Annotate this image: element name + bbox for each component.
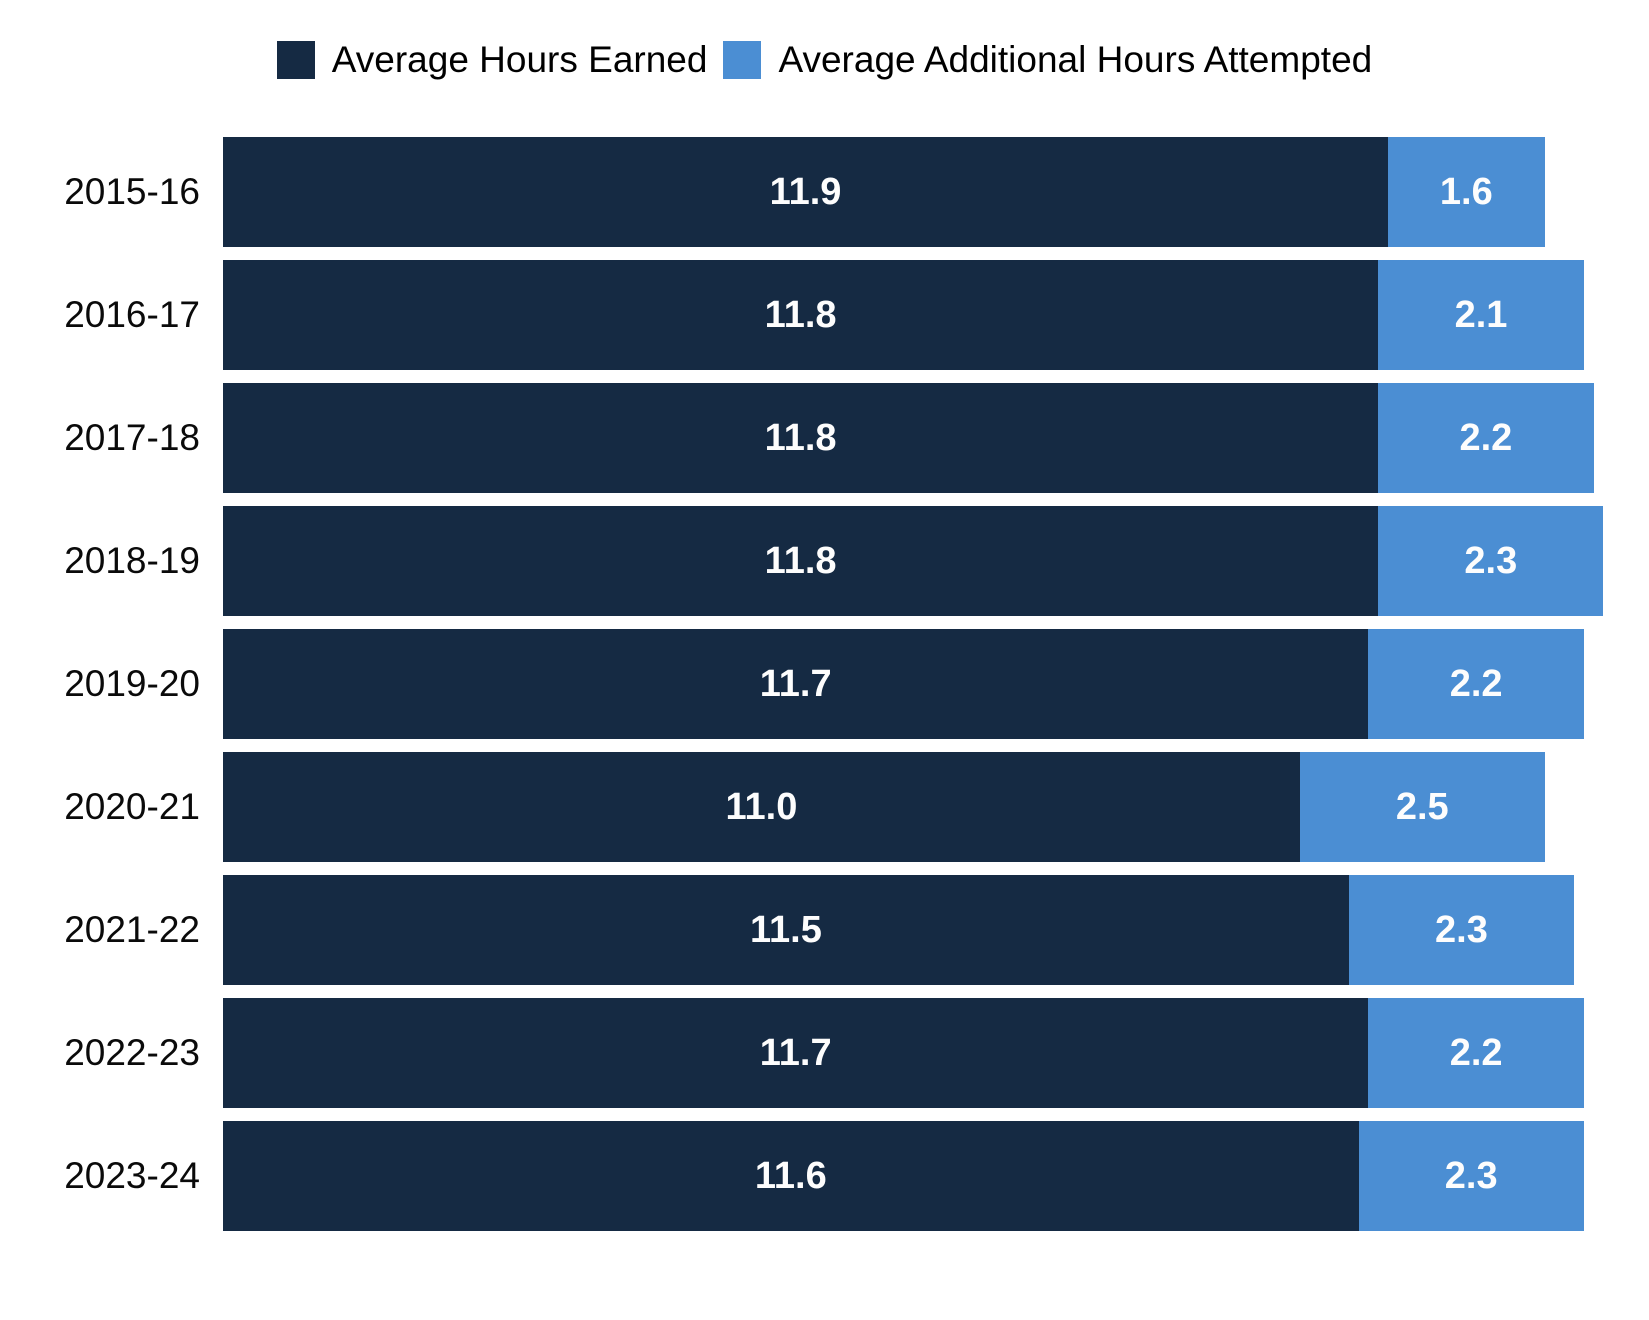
value-label: 11.0	[725, 785, 798, 828]
category-label: 2020-21	[64, 786, 200, 828]
bar-segment-additional-hours: 2.3	[1348, 875, 1574, 986]
legend-item-hours-earned: Average Hours Earned	[276, 38, 708, 82]
value-label: 11.5	[749, 908, 822, 951]
chart-row: 2022-23 11.7 2.2	[0, 998, 1649, 1109]
category-label: 2015-16	[64, 171, 200, 213]
chart-row: 2019-20 11.7 2.2	[0, 629, 1649, 740]
value-label: 1.6	[1439, 170, 1493, 213]
chart-row: 2023-24 11.6 2.3	[0, 1121, 1649, 1232]
chart-row: 2021-22 11.5 2.3	[0, 875, 1649, 986]
chart-row: 2018-19 11.8 2.3	[0, 506, 1649, 617]
category-label: 2018-19	[64, 540, 200, 582]
bar-segment-hours-earned: 11.8	[223, 383, 1379, 494]
legend-swatch-additional-hours-icon	[723, 41, 762, 80]
category-label: 2022-23	[64, 1032, 200, 1074]
chart-row: 2020-21 11.0 2.5	[0, 752, 1649, 863]
value-label: 2.3	[1435, 908, 1488, 951]
chart-row: 2017-18 11.8 2.2	[0, 383, 1649, 494]
bar-segment-additional-hours: 1.6	[1388, 137, 1545, 248]
bar-segment-additional-hours: 2.2	[1368, 998, 1584, 1109]
legend-swatch-hours-earned-icon	[276, 41, 315, 80]
value-label: 11.9	[769, 170, 842, 213]
bar-segment-additional-hours: 2.2	[1368, 629, 1584, 740]
value-label: 2.2	[1449, 1031, 1503, 1074]
chart-row: 2016-17 11.8 2.1	[0, 260, 1649, 371]
value-label: 2.1	[1454, 293, 1508, 336]
bar-track: 11.8 2.1	[223, 260, 1649, 371]
bar-segment-hours-earned: 11.8	[223, 506, 1379, 617]
bar-track: 11.9 1.6	[223, 137, 1649, 248]
value-label: 2.5	[1395, 785, 1449, 828]
bar-track: 11.7 2.2	[223, 629, 1649, 740]
value-label: 11.8	[764, 539, 837, 582]
bar-segment-hours-earned: 11.7	[223, 998, 1369, 1109]
bar-segment-additional-hours: 2.3	[1378, 506, 1604, 617]
bar-segment-hours-earned: 11.6	[223, 1121, 1359, 1232]
bar-track: 11.5 2.3	[223, 875, 1649, 986]
bar-track: 11.6 2.3	[223, 1121, 1649, 1232]
bar-segment-additional-hours: 2.2	[1378, 383, 1594, 494]
bar-segment-additional-hours: 2.3	[1358, 1121, 1584, 1232]
legend-label-hours-earned: Average Hours Earned	[331, 39, 708, 80]
category-label: 2019-20	[64, 663, 200, 705]
legend-item-additional-hours: Average Additional Hours Attempted	[723, 38, 1372, 82]
bar-track: 11.0 2.5	[223, 752, 1649, 863]
category-label: 2017-18	[64, 417, 200, 459]
value-label: 2.2	[1449, 662, 1503, 705]
value-label: 11.8	[764, 293, 837, 336]
value-label: 11.8	[764, 416, 837, 459]
value-label: 2.3	[1444, 1154, 1498, 1197]
value-label: 2.3	[1464, 539, 1518, 582]
chart-row: 2015-16 11.9 1.6	[0, 137, 1649, 248]
bar-segment-hours-earned: 11.9	[223, 137, 1388, 248]
bar-segment-hours-earned: 11.5	[223, 875, 1349, 986]
bar-segment-additional-hours: 2.5	[1299, 752, 1545, 863]
value-label: 11.7	[759, 1031, 832, 1074]
bar-track: 11.8 2.3	[223, 506, 1649, 617]
category-label: 2021-22	[64, 909, 200, 951]
bar-segment-additional-hours: 2.1	[1378, 260, 1584, 371]
bar-segment-hours-earned: 11.0	[223, 752, 1300, 863]
value-label: 11.7	[759, 662, 832, 705]
bar-track: 11.7 2.2	[223, 998, 1649, 1109]
category-label: 2016-17	[64, 294, 200, 336]
bar-chart-rows: 2015-16 11.9 1.6 2016-17 11.8 2.1 2017-18 11.8 2…	[0, 137, 1649, 1232]
category-label: 2023-24	[64, 1155, 200, 1197]
bar-segment-hours-earned: 11.8	[223, 260, 1379, 371]
value-label: 11.6	[754, 1154, 827, 1197]
legend-label-additional-hours: Average Additional Hours Attempted	[778, 39, 1373, 80]
chart-legend: Average Hours Earned Average Additional …	[0, 38, 1649, 82]
value-label: 2.2	[1459, 416, 1513, 459]
bar-track: 11.8 2.2	[223, 383, 1649, 494]
bar-segment-hours-earned: 11.7	[223, 629, 1369, 740]
